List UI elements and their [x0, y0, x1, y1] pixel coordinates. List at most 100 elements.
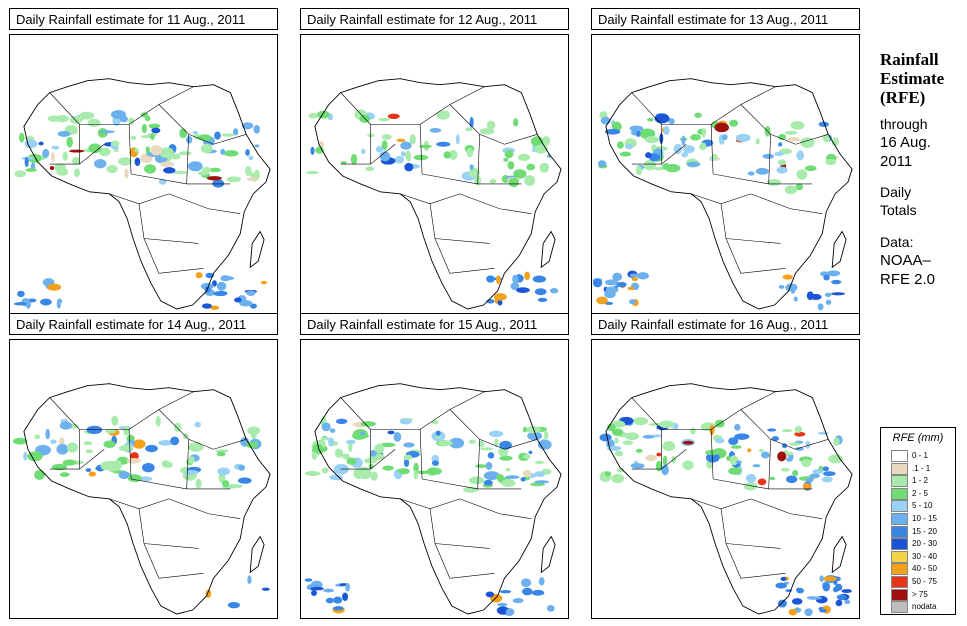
rain-cell: [25, 168, 38, 172]
rain-cell: [796, 587, 801, 593]
legend-item: 30 - 40: [891, 550, 951, 563]
rain-cell: [403, 454, 413, 461]
rain-cell: [260, 280, 267, 285]
country-border: [340, 92, 371, 165]
rain-cell: [629, 125, 644, 132]
panel-title: Daily Rainfall estimate for 15 Aug., 201…: [300, 313, 569, 335]
rain-cell: [776, 166, 788, 174]
rain-cell: [220, 148, 226, 155]
rain-cell: [59, 472, 70, 478]
country-border: [504, 134, 538, 145]
rain-cell: [370, 471, 378, 481]
rain-cell: [311, 450, 318, 461]
rain-cell: [804, 165, 817, 172]
legend-swatch: [891, 513, 908, 525]
rain-cell: [628, 299, 637, 305]
rain-cell: [604, 279, 619, 286]
rain-cell: [831, 292, 846, 296]
rain-cell: [755, 138, 760, 145]
rain-cell: [71, 157, 81, 165]
rain-cell: [505, 475, 520, 479]
rain-cell: [777, 451, 787, 462]
country-border: [168, 193, 241, 214]
map-panel-6: Daily Rainfall estimate for 16 Aug., 201…: [591, 313, 860, 619]
rain-cell: [403, 442, 415, 448]
rain-cell: [513, 169, 527, 179]
rain-cell: [648, 153, 661, 162]
rain-cell: [374, 443, 385, 454]
rain-cell: [686, 161, 701, 167]
country-border: [710, 124, 714, 175]
rain-cell: [179, 128, 187, 139]
country-border: [109, 193, 169, 205]
rain-cell: [69, 149, 85, 153]
rain-cell: [394, 156, 405, 164]
rain-cell: [195, 478, 202, 489]
rain-cell: [381, 133, 392, 140]
country-border: [661, 391, 776, 430]
rain-cell: [627, 286, 635, 291]
rain-cell: [655, 460, 662, 472]
rain-cell: [659, 420, 675, 428]
rain-cell: [163, 167, 176, 174]
rain-cell: [150, 133, 155, 141]
rain-cell: [51, 145, 60, 150]
rain-cell: [624, 432, 640, 441]
rain-cell: [130, 135, 137, 141]
country-border: [434, 238, 495, 274]
legend-item: .1 - 1: [891, 462, 951, 475]
rain-cell: [769, 476, 776, 481]
rain-cell: [246, 290, 256, 296]
rain-cell: [212, 179, 225, 188]
country-border: [49, 397, 80, 470]
country-border: [720, 508, 781, 549]
rain-cell: [118, 444, 134, 452]
legend-label: nodata: [912, 602, 937, 612]
country-border: [49, 143, 105, 165]
rain-cell: [400, 141, 412, 150]
rain-cell: [523, 454, 531, 459]
rain-cell: [406, 154, 412, 162]
country-border: [419, 429, 423, 480]
rain-cell: [150, 144, 163, 156]
rain-cell: [59, 421, 72, 430]
rain-cell: [12, 437, 28, 445]
rain-cell: [788, 442, 801, 446]
rain-cell: [387, 430, 395, 435]
rain-cell: [822, 466, 829, 472]
rain-cell: [306, 170, 319, 175]
rain-cell: [630, 463, 645, 469]
rain-cell: [42, 148, 50, 158]
rain-cell: [360, 421, 376, 427]
rain-cell: [47, 283, 62, 291]
country-border: [720, 203, 781, 244]
country-border: [740, 409, 796, 450]
rain-cell: [87, 118, 101, 127]
rain-cell: [805, 477, 814, 483]
rain-cell: [795, 446, 804, 451]
rain-cell: [436, 435, 442, 439]
rain-cell: [158, 439, 174, 446]
rain-cell: [34, 469, 45, 480]
rain-cell: [34, 434, 41, 440]
rain-cell: [126, 457, 141, 464]
rain-cell: [747, 448, 752, 453]
rain-cell: [759, 448, 764, 453]
rain-cell: [682, 440, 694, 445]
rain-cell: [200, 143, 213, 154]
rain-cell: [802, 483, 812, 490]
rain-cell: [23, 451, 28, 461]
rain-cell: [644, 136, 660, 144]
heading-line: Rainfall: [880, 50, 939, 69]
rain-cell: [780, 576, 787, 582]
rain-cell: [98, 147, 111, 157]
rain-cell: [752, 464, 761, 468]
rain-cell: [403, 458, 410, 467]
rain-cell: [342, 592, 349, 601]
rain-cell: [817, 431, 829, 435]
rain-cell: [801, 458, 812, 468]
rain-cell: [148, 123, 161, 129]
rain-cell: [448, 149, 458, 160]
rain-cell: [304, 578, 313, 582]
rain-cell: [605, 128, 621, 135]
